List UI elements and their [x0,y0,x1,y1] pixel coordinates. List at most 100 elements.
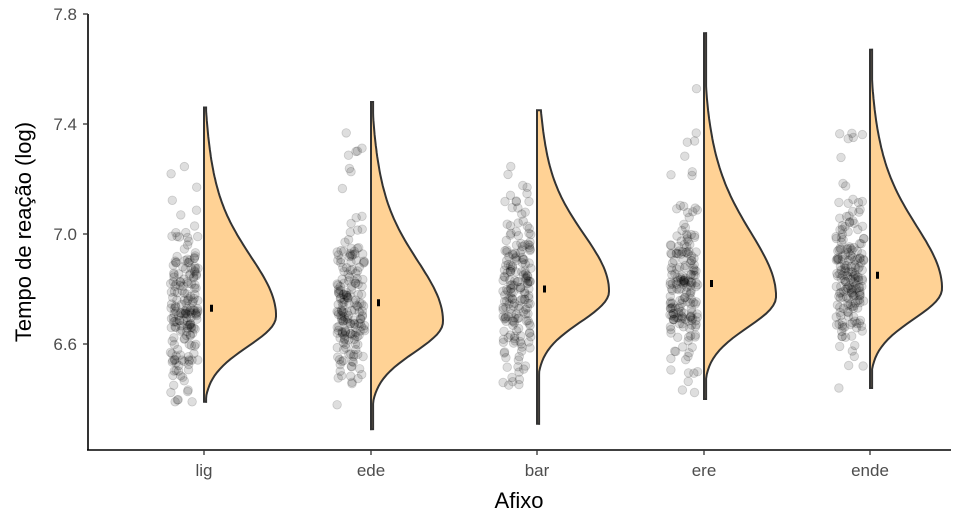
raw-point-ende [843,283,853,294]
raw-point-ede [340,237,350,247]
raw-point-ere [689,265,700,275]
raw-point-ede [349,319,360,329]
raw-point-ende [857,249,867,259]
y-ticks: 6.6 7.0 7.4 7.8 [53,5,88,354]
raw-point-ere [672,312,682,323]
raw-point-lig [185,306,195,316]
raw-point-lig [183,385,193,395]
raw-point-ede [332,279,342,289]
raw-point-lig [183,294,194,304]
raw-point-ende [843,243,853,254]
raw-point-lig [168,380,179,391]
raw-point-lig [184,320,194,330]
raw-point-lig [181,298,191,308]
raw-point-lig [179,295,190,305]
raw-point-bar [514,374,525,385]
raw-point-ede [353,301,363,312]
raw-point-lig [186,308,196,319]
raw-point-bar [518,307,529,317]
raw-point-bar [513,230,524,241]
raw-point-ede [340,325,350,336]
raw-point-ere [674,285,684,295]
raw-point-bar [525,245,535,256]
raw-point-lig [185,303,196,313]
raw-point-ere [689,260,699,270]
raw-point-ende [856,258,866,268]
raw-point-ere [679,219,689,230]
raw-point-lig [177,355,187,365]
raw-point-lig [170,281,180,291]
raw-point-ere [690,230,700,241]
raw-point-ede [340,331,350,341]
raw-point-lig [180,306,190,316]
raw-point-lig [167,349,177,359]
raw-point-ere [667,303,677,313]
raw-point-lig [191,182,202,192]
raw-point-ende [849,218,859,229]
raw-point-lig [189,266,200,276]
raw-point-ende [848,216,858,226]
raw-point-ede [337,327,347,337]
raw-point-ede [346,305,357,316]
raw-point-ede [339,344,349,355]
raw-point-ere [682,282,692,292]
raw-point-lig [193,306,203,316]
raw-point-ende [835,288,845,298]
raw-point-ede [350,339,361,349]
raw-point-bar [507,294,518,304]
raw-point-ende [843,198,853,209]
raw-point-bar [513,276,523,287]
raw-point-ede [359,324,369,334]
raw-point-bar [526,263,536,273]
raw-point-ende [837,255,848,265]
x-tick-label: ede [357,461,385,480]
raw-point-lig [189,253,200,264]
raw-point-ende [854,318,865,328]
raw-point-ende [836,311,846,321]
raw-point-bar [517,342,527,352]
raw-point-ere [692,205,703,215]
raw-point-ere [683,248,693,259]
raw-point-ede [347,377,357,388]
raw-point-lig [190,289,200,300]
raw-point-bar [500,312,511,322]
raw-point-ede [355,298,365,308]
raw-point-ede [345,265,356,276]
raw-point-ende [850,298,861,308]
raw-point-ede [337,328,348,338]
raw-point-ede [350,249,360,259]
raw-point-ere [682,297,693,307]
raw-point-ende [831,281,842,292]
raw-point-lig [181,330,192,341]
raw-point-ere [680,260,691,271]
raw-point-ere [684,348,694,358]
raw-point-bar [512,326,522,336]
raw-point-bar [523,278,533,289]
raw-point-ere [685,239,695,250]
raw-point-ere [677,313,687,324]
raw-point-ede [345,290,355,300]
raw-point-ede [343,269,353,279]
raw-point-ere [667,258,678,268]
raw-point-ende [835,341,845,352]
raw-point-lig [182,320,192,331]
raw-point-lig [176,308,187,318]
raw-point-bar [521,316,532,326]
raw-point-ede [337,183,348,194]
raw-point-bar [503,259,514,270]
raw-point-ede [360,326,370,336]
raw-point-lig [166,303,176,313]
raw-point-bar [514,303,524,314]
raw-point-ende [848,303,859,314]
raw-point-ede [352,225,363,235]
raw-point-ere [678,275,689,286]
raw-point-ere [687,315,697,326]
raw-point-ende [834,197,844,208]
raw-point-ede [357,310,368,320]
raw-point-ende [835,225,845,235]
raw-point-lig [191,310,202,321]
raw-point-bar [498,337,509,348]
raw-point-ere [680,222,691,233]
raw-point-ende [835,129,845,139]
raw-point-ende [840,322,850,332]
